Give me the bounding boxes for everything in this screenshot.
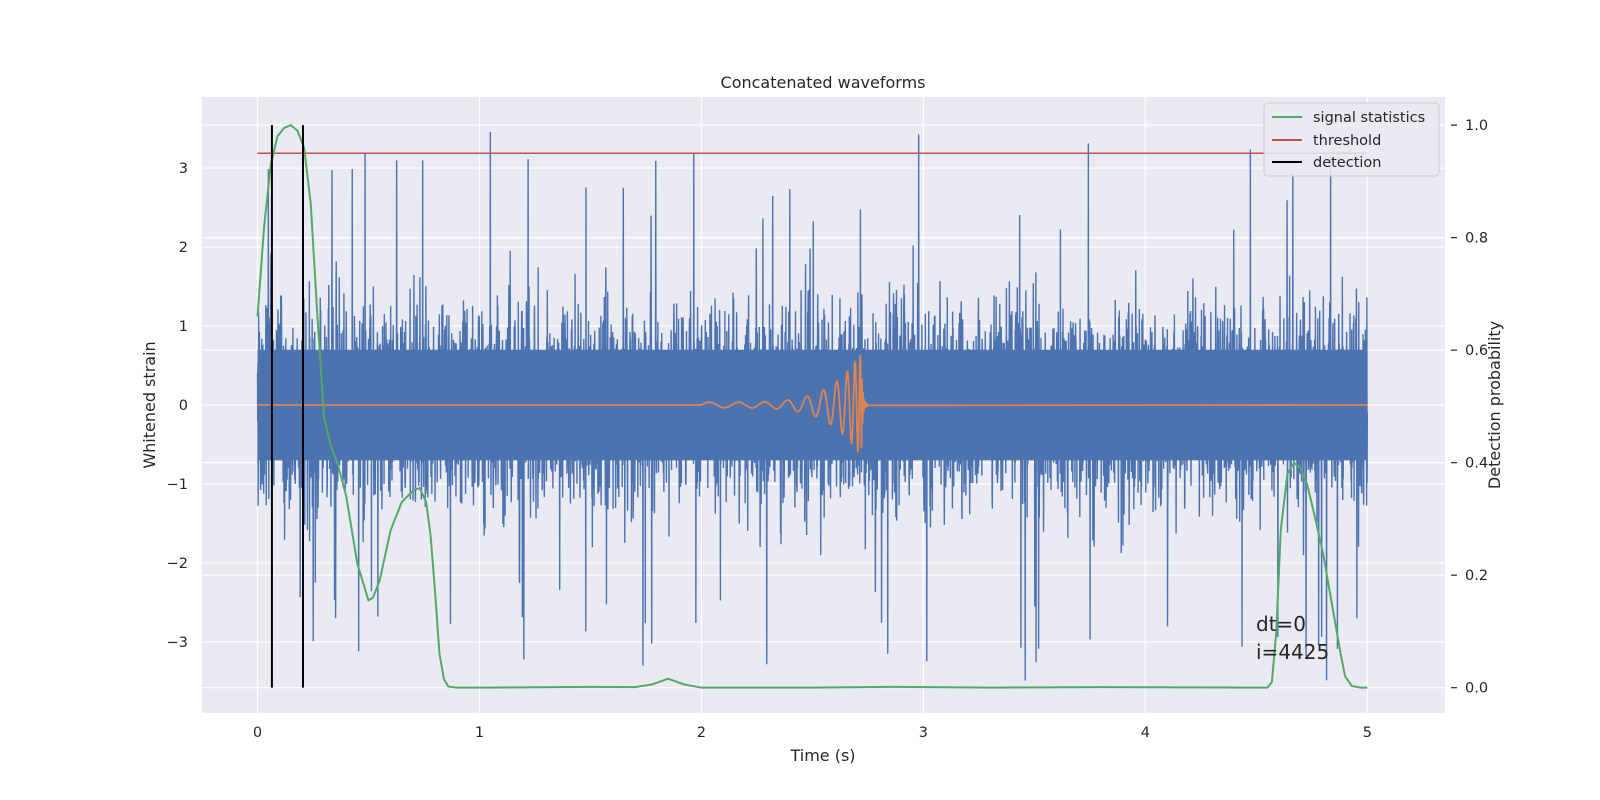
y-tick-label: 0 [179,398,188,414]
y2-tick-label: 1.0 [1465,118,1488,134]
y-axis-left: −3 −2 −1 0 1 2 3 [167,161,188,651]
series [256,124,1369,689]
chart-title: Concatenated waveforms [721,73,926,92]
y-tick-label: 1 [179,319,188,335]
y2-axis-label: Detection probability [1485,321,1504,489]
y-axis-right: 0.0 0.2 0.4 0.6 0.8 1.0 [1451,118,1488,697]
y-tick-label: 3 [179,161,188,177]
legend-label-detection: detection [1313,155,1381,171]
legend-box [1263,102,1440,177]
y-axis-label: Whitened strain [140,341,159,468]
waveform-line [257,355,1368,454]
y-tick-label: −1 [167,477,188,493]
y2-tick-label: 0.8 [1465,231,1488,247]
x-tick-label: 3 [919,725,928,741]
x-tick-label: 1 [475,725,484,741]
y-tick-label: −3 [167,635,188,651]
legend: signal statistics threshold detection [1263,102,1440,177]
legend-label-threshold: threshold [1313,133,1381,149]
legend-label-signal-statistics: signal statistics [1313,110,1425,126]
y2-tick-label: 0.2 [1465,568,1488,584]
annotation-dt: dt=0 [1256,612,1306,636]
x-axis-label: Time (s) [789,746,855,765]
x-tick-label: 2 [697,725,706,741]
signal-statistics-line [256,124,1368,689]
y-tick-label: −2 [167,556,188,572]
y2-tick-label: 0.6 [1465,343,1488,359]
x-tick-label: 0 [253,725,262,741]
annotation-index: i=4425 [1256,640,1329,664]
y2-tick-label: 0.4 [1465,456,1488,472]
x-tick-label: 5 [1363,725,1372,741]
x-axis: 0 1 2 3 4 5 [253,725,1372,741]
y2-tick-label: 0.0 [1465,681,1488,697]
x-tick-label: 4 [1141,725,1150,741]
y-tick-label: 2 [179,240,188,256]
